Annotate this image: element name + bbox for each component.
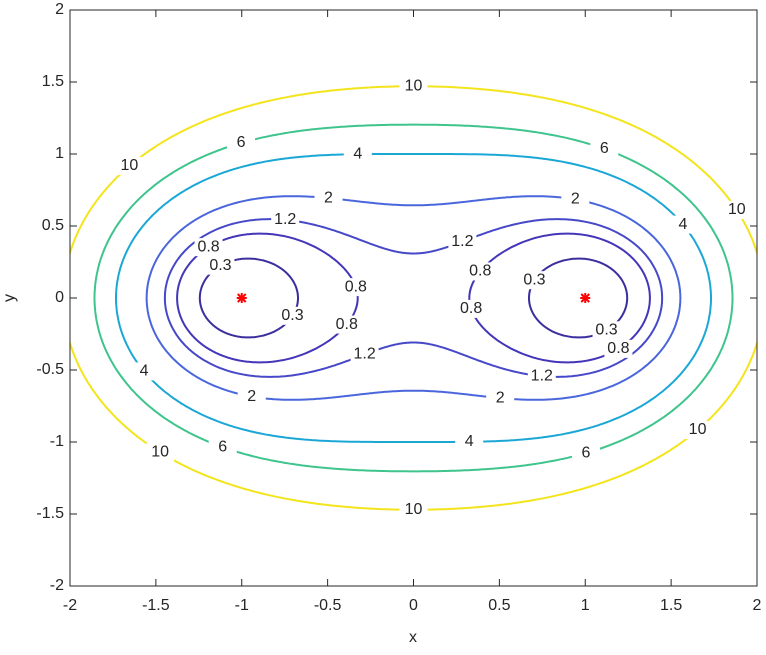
contour-label: 2	[247, 388, 256, 405]
contour-label: 0.8	[607, 340, 629, 357]
contour-label-bg	[722, 200, 751, 219]
x-tick-label: 2	[753, 597, 762, 614]
y-axis-label: y	[1, 294, 18, 302]
contour-label: 1.2	[451, 233, 473, 250]
contour-label: 0.8	[460, 300, 482, 317]
contour-label: 10	[689, 421, 707, 438]
contour-label: 0.8	[197, 238, 219, 255]
contour-label-bg	[399, 77, 428, 96]
contour-label: 2	[571, 191, 580, 208]
contour-label: 2	[324, 189, 333, 206]
contour-label: 10	[405, 77, 423, 94]
contour-label-bg	[332, 315, 361, 334]
contour-label-bg	[448, 232, 477, 251]
contour-label-bg	[561, 190, 590, 209]
y-tick-label: -2	[50, 577, 64, 594]
plot-area	[70, 10, 757, 586]
x-tick-label: 1.5	[660, 597, 682, 614]
x-tick-label: -2	[63, 597, 77, 614]
contour-label: 4	[353, 145, 362, 162]
focus-marker	[580, 293, 591, 303]
x-tick-label: -1	[235, 597, 249, 614]
contour-label-bg	[115, 156, 144, 175]
y-tick-label: 1	[55, 145, 64, 162]
contour-label-bg	[194, 238, 223, 257]
x-tick-label: -1.5	[142, 597, 170, 614]
contour-line	[145, 195, 682, 401]
contour-label-bg	[604, 339, 633, 358]
contour-label: 0.8	[469, 263, 491, 280]
contour-line	[198, 257, 299, 339]
y-tick-label: 0	[55, 289, 64, 306]
x-axis-label: x	[409, 629, 417, 646]
y-tick-label: 2	[55, 1, 64, 18]
contour-label-bg	[208, 438, 237, 457]
y-tick-label: 1.5	[42, 73, 64, 90]
x-tick-label: 0.5	[488, 597, 510, 614]
contour-label-bg	[206, 256, 235, 275]
contour-label-bg	[278, 306, 307, 325]
x-tick-label: -0.5	[314, 597, 342, 614]
contour-label: 6	[581, 444, 590, 461]
contour-label-bg	[314, 189, 343, 208]
contour-label: 10	[151, 444, 169, 461]
contour-label: 1.2	[531, 367, 553, 384]
y-tick-label: -1.5	[36, 505, 64, 522]
contour-label: 4	[465, 433, 474, 450]
focus-marker	[236, 293, 247, 303]
contour-label-bg	[486, 389, 515, 408]
contour-label-bg	[457, 299, 486, 318]
x-tick-label: 0	[409, 597, 418, 614]
contour-label-bg	[466, 262, 495, 281]
x-tick-label: 1	[581, 597, 590, 614]
contour-label-bg	[130, 362, 159, 381]
contour-line	[115, 153, 712, 443]
contour-label-bg	[592, 321, 621, 340]
contour-label-bg	[399, 500, 428, 519]
contour-label: 0.3	[281, 307, 303, 324]
contour-label: 2	[496, 389, 505, 406]
contour-line	[70, 85, 757, 511]
contour-label: 1.2	[274, 211, 296, 228]
contour-label: 6	[600, 140, 609, 157]
contour-label: 1.2	[353, 346, 375, 363]
contour-line	[528, 257, 629, 339]
contour-label-bg	[683, 421, 712, 440]
contour-label: 6	[218, 438, 227, 455]
contour-label: 6	[237, 134, 246, 151]
contour-label: 0.3	[595, 322, 617, 339]
contour-label-bg	[668, 215, 697, 234]
contour-label-bg	[350, 345, 379, 364]
y-tick-label: 0.5	[42, 217, 64, 234]
contour-label: 10	[405, 501, 423, 518]
contour-label: 4	[140, 363, 149, 380]
marker-stroke	[237, 293, 247, 303]
contour-label-bg	[237, 387, 266, 406]
contour-label: 4	[678, 216, 687, 233]
y-tick-label: -0.5	[36, 361, 64, 378]
contour-label-bg	[146, 443, 175, 462]
contour-label-bg	[590, 139, 619, 158]
contour-label: 0.8	[336, 316, 358, 333]
contour-label-bg	[571, 444, 600, 463]
contour-labels: 0.30.30.30.30.80.80.80.80.80.81.21.21.21…	[115, 77, 751, 519]
contour-label-bg	[343, 145, 372, 164]
contour-line	[93, 123, 734, 473]
contour-label-bg	[520, 271, 549, 290]
contour-label: 10	[728, 201, 746, 218]
contour-label: 0.8	[345, 278, 367, 295]
y-tick-label: -1	[50, 433, 64, 450]
contour-label-bg	[227, 133, 256, 152]
contour-label: 10	[121, 157, 139, 174]
contour-label-bg	[341, 278, 370, 297]
contour-label-bg	[455, 432, 484, 451]
marker-stroke	[580, 293, 590, 303]
contour-label-bg	[527, 367, 556, 386]
contour-label: 0.3	[209, 257, 231, 274]
contour-label: 0.3	[523, 271, 545, 288]
contour-label-bg	[271, 210, 300, 229]
